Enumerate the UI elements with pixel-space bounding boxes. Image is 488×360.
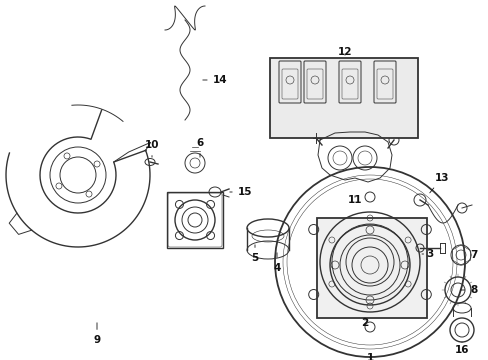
Text: 5: 5 — [251, 245, 258, 263]
Text: 9: 9 — [93, 323, 101, 345]
Text: 3: 3 — [421, 249, 433, 259]
Text: 11: 11 — [347, 195, 362, 205]
Text: 6: 6 — [196, 138, 203, 157]
Text: 14: 14 — [203, 75, 227, 85]
Text: 7: 7 — [469, 250, 477, 260]
Text: 15: 15 — [229, 187, 252, 197]
Text: 12: 12 — [337, 47, 351, 57]
Text: 1: 1 — [366, 353, 373, 360]
Text: 2: 2 — [361, 318, 368, 328]
Text: 4: 4 — [273, 253, 280, 273]
FancyBboxPatch shape — [269, 58, 417, 138]
Text: 10: 10 — [144, 140, 159, 157]
FancyBboxPatch shape — [317, 219, 425, 317]
Text: 8: 8 — [460, 285, 477, 295]
Text: 16: 16 — [454, 342, 468, 355]
Text: 13: 13 — [429, 173, 448, 193]
